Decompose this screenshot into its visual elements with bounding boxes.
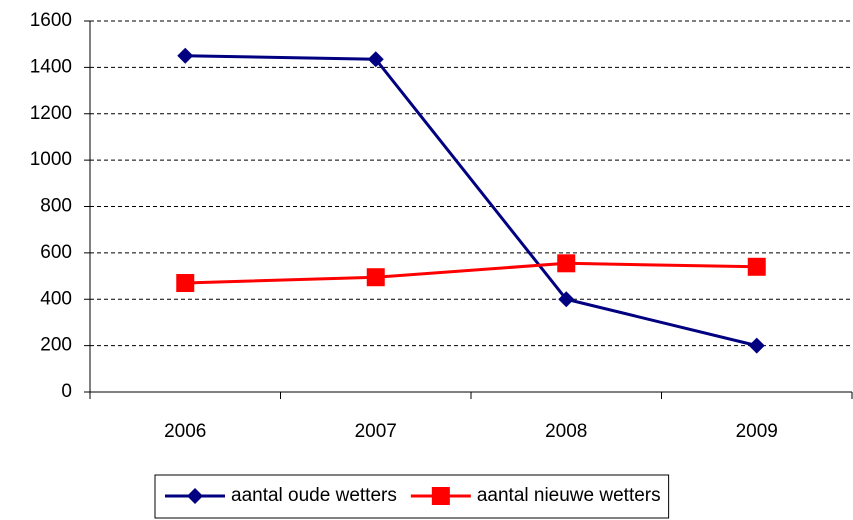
marker [187,488,203,504]
y-tick-label: 400 [40,288,72,309]
y-tick-label: 800 [40,196,72,217]
marker [177,47,194,64]
x-tick-label: 2007 [355,421,397,442]
y-tick-label: 1600 [30,10,72,31]
marker [557,254,576,273]
marker [367,51,384,68]
marker [366,268,385,287]
marker [558,291,575,308]
marker [431,487,450,505]
y-tick-label: 200 [40,335,72,356]
x-tick-label: 2008 [545,421,587,442]
x-tick-label: 2006 [164,421,206,442]
legend-label: aantal nieuwe wetters [477,485,661,506]
y-tick-label: 600 [40,242,72,263]
series-line [185,261,757,285]
legend: aantal oude wetters aantal nieuwe wetters [154,474,670,519]
x-tick-label: 2009 [736,421,778,442]
y-tick-label: 0 [61,381,72,402]
series-line [185,54,758,348]
y-tick-label: 1000 [30,149,72,170]
marker [747,257,766,276]
y-tick-label: 1200 [30,103,72,124]
marker [176,274,195,293]
marker [748,337,765,354]
y-tick-label: 1400 [30,56,72,77]
legend-label: aantal oude wetters [231,485,397,506]
